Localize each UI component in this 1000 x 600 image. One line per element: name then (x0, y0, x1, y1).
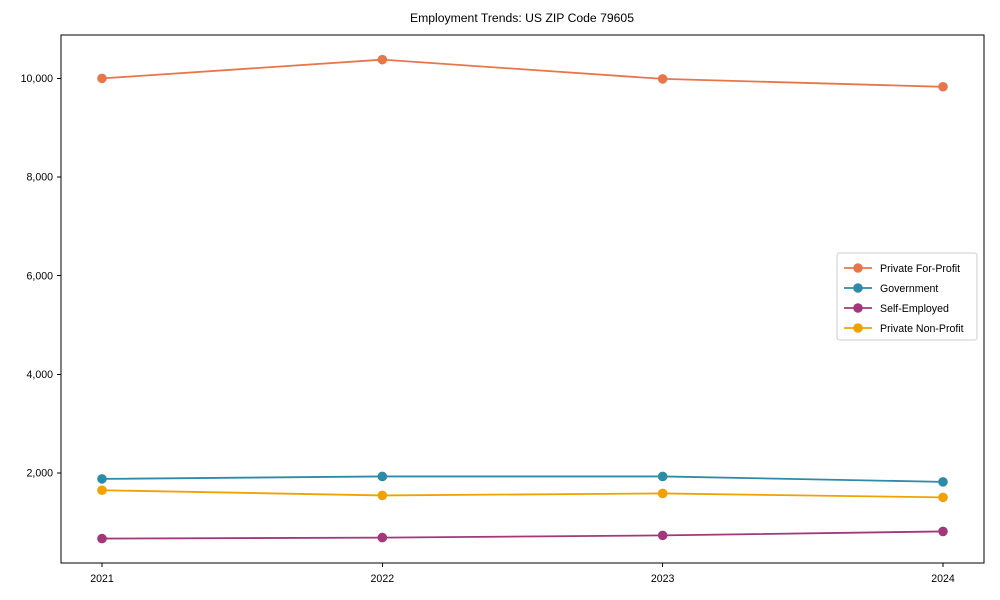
series-private-for-profit (97, 54, 948, 92)
legend-item-label: Government (880, 283, 938, 295)
series-line (101, 530, 944, 540)
data-point-marker (657, 530, 668, 541)
y-tick-label: 4,000 (26, 369, 53, 381)
axes-frame (60, 34, 985, 564)
data-point-marker (97, 474, 107, 484)
legend-item: Self-Employed (844, 303, 949, 315)
y-tick-label: 8,000 (26, 172, 53, 184)
legend-marker (853, 283, 863, 293)
y-tick-label: 6,000 (26, 270, 53, 282)
data-point-marker (97, 73, 107, 84)
data-point-marker (938, 492, 948, 503)
data-point-marker (938, 526, 948, 537)
legend-marker (853, 323, 863, 333)
x-tick-label: 2021 (90, 573, 114, 585)
data-point-marker (377, 490, 388, 501)
legend-item-label: Self-Employed (880, 303, 949, 315)
y-tick-label: 10,000 (21, 73, 54, 85)
legend-item-label: Private Non-Profit (880, 323, 964, 335)
legend-marker (853, 303, 863, 313)
chart-title: Employment Trends: US ZIP Code 79605 (410, 11, 634, 25)
data-point-marker (657, 488, 668, 499)
legend-marker (853, 263, 863, 273)
x-tick-label: 2022 (371, 573, 395, 585)
series-line (101, 58, 944, 88)
legend-item: Private Non-Profit (844, 323, 964, 335)
series-government (97, 471, 948, 487)
y-tick-label: 2,000 (26, 468, 53, 480)
data-point-marker (377, 532, 388, 543)
series-line (101, 475, 944, 483)
data-point-marker (377, 471, 388, 482)
legend-item: Government (844, 283, 938, 295)
x-tick-label: 2024 (931, 573, 955, 585)
legend-item: Private For-Profit (844, 263, 960, 275)
x-tick-label: 2023 (651, 573, 675, 585)
legend-item-label: Private For-Profit (880, 263, 960, 275)
series-private-non-profit (97, 485, 948, 503)
legend-box (836, 252, 978, 341)
series-line (101, 489, 944, 499)
data-point-marker (938, 81, 948, 92)
data-point-marker (657, 74, 668, 84)
data-point-marker (97, 533, 107, 544)
data-point-marker (97, 485, 107, 496)
series-self-employed (97, 526, 948, 544)
data-point-marker (938, 477, 948, 487)
data-point-marker (377, 54, 388, 65)
data-point-marker (657, 471, 668, 482)
plot-area: 2,000 4,000 6,000 8,000 10,000 2021 2022 2023 20… (21, 34, 985, 585)
legend: Private For-Profit Government Self-Employe… (836, 252, 978, 341)
